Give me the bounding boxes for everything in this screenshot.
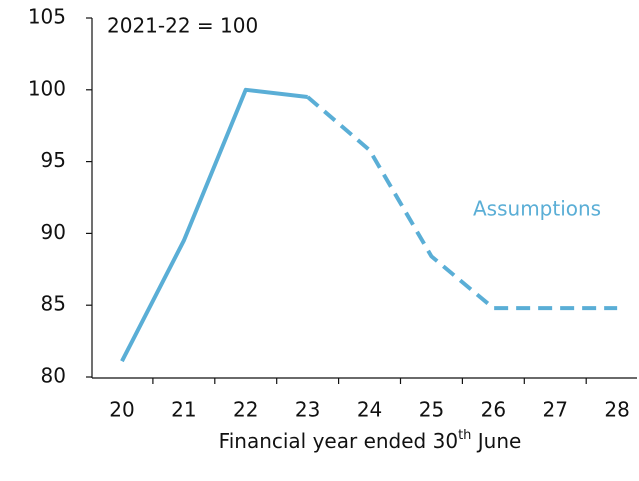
x-tick-label: 28 <box>604 398 629 422</box>
y-tick-label: 95 <box>41 148 66 172</box>
x-tick-label: 26 <box>481 398 506 422</box>
x-title-sup: th <box>458 428 471 443</box>
x-tick-label: 22 <box>233 398 258 422</box>
x-title-part: June <box>471 429 521 453</box>
line-series <box>306 95 618 311</box>
x-axis-title: Financial year ended 30th June <box>219 428 522 453</box>
x-tick-label: 24 <box>357 398 382 422</box>
x-tick-label: 21 <box>171 398 196 422</box>
x-tick-label: 27 <box>543 398 568 422</box>
y-tick-label: 80 <box>41 364 66 388</box>
x-tick-label: 20 <box>109 398 134 422</box>
y-tick-label: 100 <box>28 76 66 100</box>
series-label: Assumptions <box>473 197 601 221</box>
y-tick-label: 85 <box>41 292 66 316</box>
y-tick-label: 105 <box>28 5 66 29</box>
x-tick-label: 23 <box>295 398 320 422</box>
x-title-part: Financial year ended 30 <box>219 429 458 453</box>
x-tick-label: 25 <box>419 398 444 422</box>
annotation: 2021-22 = 100 <box>107 14 258 38</box>
y-tick-label: 90 <box>41 220 66 244</box>
line-series <box>120 87 308 363</box>
